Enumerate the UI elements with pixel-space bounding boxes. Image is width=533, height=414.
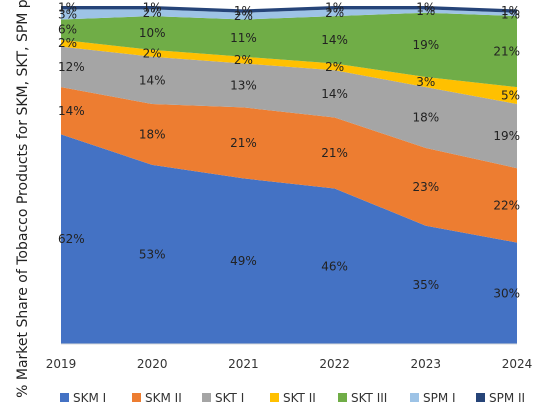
data-label: 21%: [321, 146, 348, 160]
legend-label: SKT I: [215, 391, 244, 405]
legend-swatch: [410, 393, 419, 402]
legend-swatch: [338, 393, 347, 402]
legend-swatch: [270, 393, 279, 402]
x-tick-label: 2024: [502, 357, 533, 371]
area-skm-i: [61, 134, 517, 344]
data-label: 2%: [325, 60, 344, 74]
data-label-layer: 62% 53% 49% 46% 35% 30% 14% 18% 21% 21% 23% 22% 12% 1…: [58, 1, 520, 301]
data-label: 1%: [416, 4, 435, 18]
legend-swatch: [132, 393, 141, 402]
legend-label: SKM II: [145, 391, 182, 405]
legend-label: SKM I: [73, 391, 106, 405]
data-label: 22%: [493, 198, 520, 212]
legend-item-spm-ii: SPM II: [476, 391, 525, 405]
data-label: 1%: [325, 1, 344, 15]
legend-item-skt-i: SKT I: [202, 391, 244, 405]
area-skt-ii: [61, 39, 517, 104]
area-skt-i: [61, 46, 517, 169]
data-label: 2%: [143, 6, 162, 20]
data-label: 1%: [416, 1, 435, 15]
data-label: 3%: [416, 75, 435, 89]
data-label: 1%: [143, 1, 162, 15]
data-label: 21%: [493, 45, 520, 59]
data-label: 1%: [58, 1, 77, 15]
area-skm-ii: [61, 87, 517, 243]
x-tick-label: 2020: [137, 357, 168, 371]
x-tick-label: 2019: [46, 357, 77, 371]
data-label: 14%: [321, 87, 348, 101]
data-label: 14%: [321, 33, 348, 47]
data-label: 6%: [58, 23, 77, 37]
data-label: 18%: [139, 127, 166, 141]
legend-label: SKT II: [283, 391, 316, 405]
legend-item-skt-iii: SKT III: [338, 391, 387, 405]
legend: SKM I SKM II SKT I SKT II SKT III SPM I SPM II: [60, 391, 525, 405]
legend-item-skt-ii: SKT II: [270, 391, 316, 405]
data-label: 21%: [230, 136, 257, 150]
data-label: 14%: [139, 73, 166, 87]
data-label: 19%: [493, 129, 520, 143]
data-label: 30%: [493, 286, 520, 300]
data-label: 12%: [58, 60, 85, 74]
data-label: 1%: [234, 4, 253, 18]
legend-label: SPM II: [489, 391, 525, 405]
legend-swatch: [476, 393, 485, 402]
data-label: 2%: [234, 53, 253, 67]
legend-item-skm-i: SKM I: [60, 391, 106, 405]
data-label: 2%: [325, 6, 344, 20]
data-label: 1%: [501, 4, 520, 18]
data-label: 2%: [234, 9, 253, 23]
data-label: 19%: [412, 38, 439, 52]
data-label: 53%: [139, 247, 166, 261]
legend-swatch: [60, 393, 69, 402]
data-label: 13%: [230, 78, 257, 92]
legend-swatch: [202, 393, 211, 402]
legend-label: SKT III: [351, 391, 387, 405]
data-label: 2%: [58, 36, 77, 50]
legend-item-spm-i: SPM I: [410, 391, 456, 405]
data-label: 23%: [412, 180, 439, 194]
data-label: 18%: [412, 111, 439, 125]
x-tick-layer: 2019 2020 2021 2022 2023 2024: [46, 357, 533, 371]
data-label: 49%: [230, 254, 257, 268]
data-label: 10%: [139, 26, 166, 40]
y-axis-label: % Market Share of Tobacco Products for S…: [15, 0, 31, 398]
area-layer: [61, 6, 517, 344]
data-label: 62%: [58, 232, 85, 246]
data-label: 5%: [501, 89, 520, 103]
area-spm-i: [61, 9, 517, 20]
data-label: 14%: [58, 104, 85, 118]
legend-label: SPM I: [423, 391, 456, 405]
x-tick-label: 2023: [411, 357, 442, 371]
legend-item-skm-ii: SKM II: [132, 391, 182, 405]
data-label: 11%: [230, 31, 257, 45]
data-label: 2%: [143, 46, 162, 60]
data-label: 3%: [58, 7, 77, 21]
area-skt-iii: [61, 12, 517, 88]
data-label: 1%: [501, 7, 520, 21]
x-tick-label: 2021: [228, 357, 259, 371]
area-spm-ii: [61, 6, 517, 13]
x-tick-label: 2022: [319, 357, 350, 371]
data-label: 35%: [412, 278, 439, 292]
data-label: 46%: [321, 259, 348, 273]
